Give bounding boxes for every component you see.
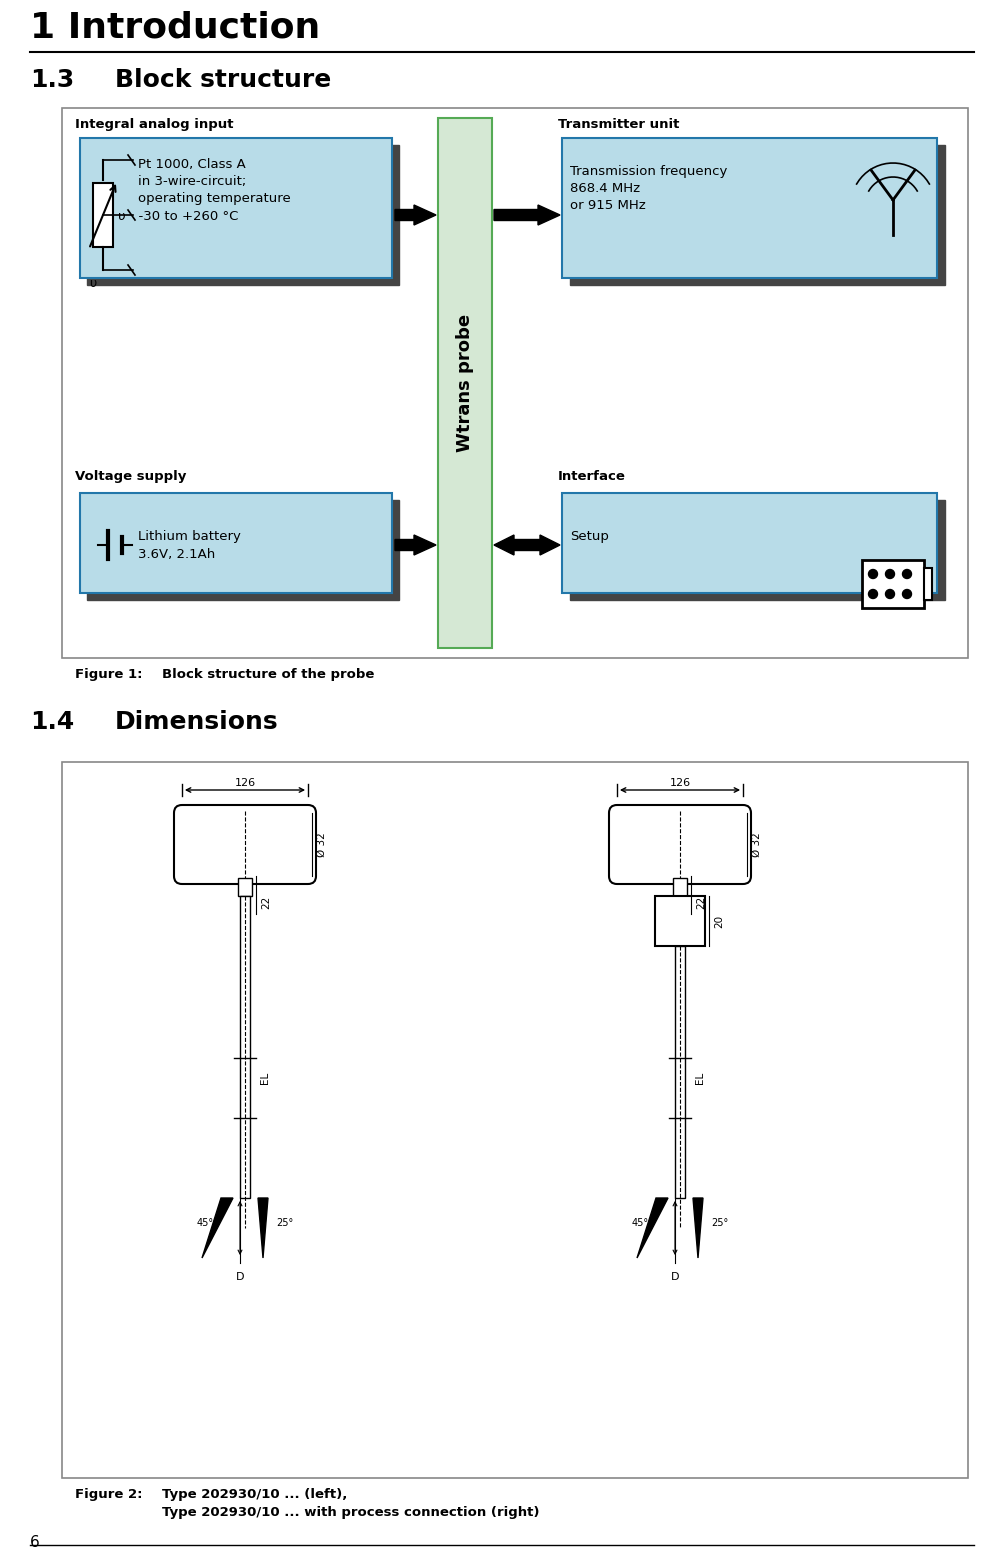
Circle shape (902, 569, 911, 579)
Text: 126: 126 (669, 779, 690, 788)
Text: υ   -30 to +260 °C: υ -30 to +260 °C (118, 209, 238, 223)
Text: Setup: Setup (570, 530, 608, 543)
Polygon shape (636, 1197, 667, 1258)
Text: Voltage supply: Voltage supply (75, 470, 187, 482)
Text: Figure 1:: Figure 1: (75, 668, 142, 681)
Bar (562, 138, 936, 278)
Text: Block structure: Block structure (115, 68, 331, 92)
Bar (87, 499, 398, 600)
Text: υ: υ (89, 278, 96, 290)
Text: Ø 32: Ø 32 (317, 833, 327, 856)
Bar (570, 144, 944, 285)
Bar (862, 560, 923, 608)
Text: 20: 20 (713, 915, 723, 927)
Text: Block structure of the probe: Block structure of the probe (161, 668, 374, 681)
Text: 25°: 25° (276, 1218, 293, 1228)
Text: Transmission frequency: Transmission frequency (570, 164, 726, 178)
Bar (923, 568, 931, 600)
Bar (672, 878, 686, 896)
Text: operating temperature: operating temperature (137, 192, 291, 205)
Bar (674, 946, 684, 1197)
Bar (240, 896, 250, 1197)
Polygon shape (258, 1197, 268, 1258)
Bar (562, 493, 936, 592)
Circle shape (902, 589, 911, 599)
FancyBboxPatch shape (609, 805, 750, 884)
Text: D: D (670, 1272, 679, 1283)
Text: Wtrans probe: Wtrans probe (455, 313, 473, 451)
Polygon shape (493, 535, 560, 555)
Bar (80, 493, 391, 592)
Circle shape (868, 589, 877, 599)
Bar (87, 144, 398, 285)
Text: 868.4 MHz: 868.4 MHz (570, 181, 640, 195)
Bar (238, 878, 252, 896)
Bar (80, 138, 391, 278)
Polygon shape (394, 535, 435, 555)
Text: Dimensions: Dimensions (115, 710, 279, 734)
Text: 1.4: 1.4 (30, 710, 74, 734)
Circle shape (868, 569, 877, 579)
Text: EL: EL (694, 1072, 704, 1084)
Text: Integral analog input: Integral analog input (75, 118, 234, 130)
Bar (62, 762, 967, 1478)
Bar (437, 118, 491, 648)
Text: Type 202930/10 ... (left),: Type 202930/10 ... (left), (161, 1487, 347, 1501)
Bar (93, 183, 113, 247)
FancyBboxPatch shape (174, 805, 316, 884)
Text: 22: 22 (695, 895, 705, 909)
Text: 1 Introduction: 1 Introduction (30, 9, 320, 43)
Bar (62, 109, 967, 658)
Text: in 3-wire-circuit;: in 3-wire-circuit; (137, 175, 246, 188)
Bar (654, 896, 704, 946)
Polygon shape (493, 205, 560, 225)
Text: 45°: 45° (631, 1218, 648, 1228)
Text: D: D (236, 1272, 244, 1283)
Polygon shape (692, 1197, 702, 1258)
Text: Pt 1000, Class A: Pt 1000, Class A (137, 158, 246, 171)
Text: 25°: 25° (711, 1218, 728, 1228)
Text: 45°: 45° (197, 1218, 214, 1228)
Polygon shape (202, 1197, 233, 1258)
Text: Lithium battery: Lithium battery (137, 530, 241, 543)
Text: 1.3: 1.3 (30, 68, 74, 92)
Circle shape (885, 569, 894, 579)
Polygon shape (394, 205, 435, 225)
Text: or 915 MHz: or 915 MHz (570, 199, 645, 212)
Circle shape (885, 589, 894, 599)
Text: 6: 6 (30, 1535, 40, 1549)
Text: 3.6V, 2.1Ah: 3.6V, 2.1Ah (137, 548, 215, 561)
Text: Figure 2:: Figure 2: (75, 1487, 142, 1501)
Text: Transmitter unit: Transmitter unit (558, 118, 679, 130)
Text: Interface: Interface (558, 470, 625, 482)
Bar (570, 499, 944, 600)
Text: Type 202930/10 ... with process connection (right): Type 202930/10 ... with process connecti… (161, 1506, 539, 1518)
Text: Ø 32: Ø 32 (751, 833, 761, 856)
Text: 126: 126 (235, 779, 256, 788)
Text: 22: 22 (261, 895, 271, 909)
Text: EL: EL (260, 1072, 270, 1084)
